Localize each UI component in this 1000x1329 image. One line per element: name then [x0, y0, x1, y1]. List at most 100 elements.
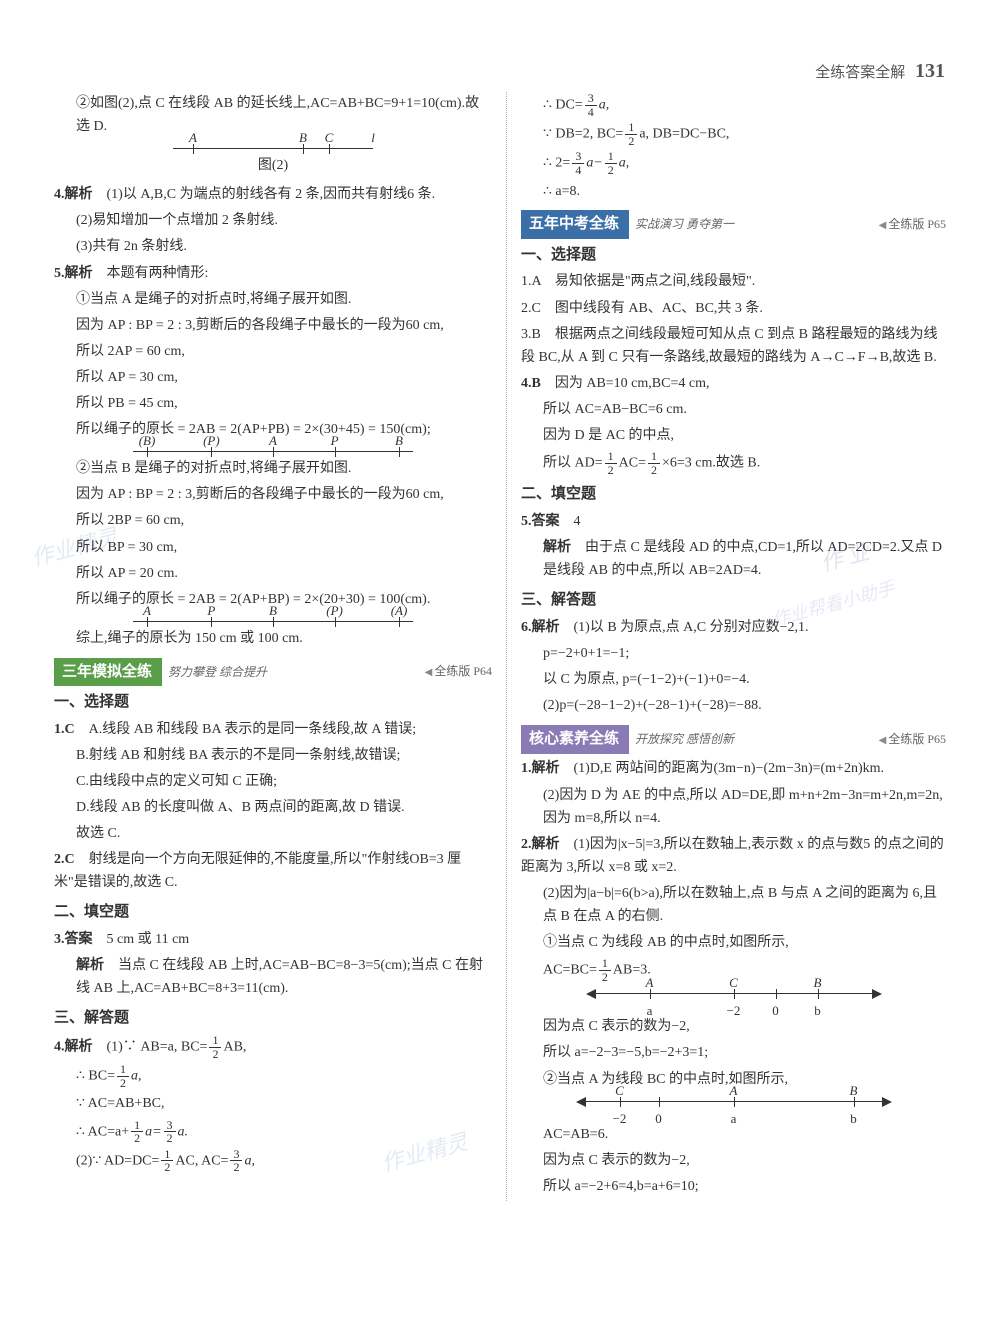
eq: ∴ a=8.	[521, 180, 946, 203]
eq: ∴ DC=34a,	[521, 92, 946, 118]
fig-label: 0	[772, 1000, 779, 1021]
text: 所以 AP = 20 cm.	[54, 562, 492, 585]
l2: 2.解析 (1)因为|x−5|=3,所以在数轴上,表示数 x 的点与数5 的点之…	[521, 833, 946, 879]
text: AC=BC=	[543, 962, 597, 977]
text: 因为 D 是 AC 的中点,	[521, 424, 946, 447]
subhead: 一、选择题	[54, 690, 492, 715]
q6b: 6.解析 (1)以 B 为原点,点 A,C 分别对应数−2,1.	[521, 616, 946, 639]
fig-label: l	[371, 127, 375, 148]
text: ∴ AC=a+	[76, 1124, 129, 1139]
text: (1)D,E 两站间的距离为(3m−n)−(2m−3n)=(m+2n)km.	[574, 761, 885, 776]
text: C.由线段中点的定义可知 C 正确;	[54, 770, 492, 793]
fig-label: a	[731, 1108, 737, 1129]
q5b-exp: 解析 由于点 C 是线段 AD 的中点,CD=1,所以 AD=2CD=2.又点 …	[521, 536, 946, 582]
label: 6.解析	[521, 620, 560, 635]
text: (1)以 A,B,C 为端点的射线各有 2 条,因而共有射线6 条.	[107, 187, 436, 202]
text: 本题有两种情形:	[107, 266, 209, 281]
text: 3.B 根据两点之间线段最短可知从点 C 到点 B 路程最短的路线为线段 BC,…	[521, 323, 946, 369]
text: a.	[178, 1124, 189, 1139]
banner-ref: 全练版 P65	[879, 215, 946, 235]
label: 5.解析	[54, 266, 93, 281]
q3: 3.答案 5 cm 或 11 cm	[54, 928, 492, 951]
banner-title: 三年模拟全练	[54, 658, 162, 687]
text: ×6=3 cm.故选 B.	[662, 455, 760, 470]
section-banner-blue: 五年中考全练实战演习 勇夺第一 全练版 P65	[521, 213, 946, 237]
text: (2)p=(−28−1−2)+(−28−1)+(−28)=−88.	[521, 694, 946, 717]
banner-sub: 开放探究 感悟创新	[635, 732, 734, 746]
fig-label: b	[814, 1000, 821, 1021]
page-header: 全练答案全解 131	[815, 60, 945, 83]
label: 4.B	[521, 376, 541, 391]
q4-solve: 4.解析 (1)∵ AB=a, BC=12AB,	[54, 1034, 492, 1060]
text: (1)以 B 为原点,点 A,C 分别对应数−2,1.	[574, 620, 809, 635]
text: ∴ BC=	[76, 1069, 115, 1084]
q4: 4.解析 (1)以 A,B,C 为端点的射线各有 2 条,因而共有射线6 条.	[54, 183, 492, 206]
content-columns: ②如图(2),点 C 在线段 AB 的延长线上,AC=AB+BC=9+1=10(…	[54, 92, 946, 1201]
right-column: ∴ DC=34a, ∵ DB=2, BC=12a, DB=DC−BC, ∴ 2=…	[506, 92, 946, 1201]
text: p=−2+0+1=−1;	[521, 642, 946, 665]
fig-label: −2	[613, 1108, 627, 1129]
text: (3)共有 2n 条射线.	[54, 235, 492, 258]
text: ∵ DB=2, BC=	[543, 127, 623, 142]
text: a, DB=DC−BC,	[639, 127, 729, 142]
text: a=	[145, 1124, 161, 1139]
text: 故选 C.	[54, 822, 492, 845]
text: AC, AC=	[175, 1153, 228, 1168]
figure-line: A C B a −2 0 b	[594, 993, 874, 995]
figure-caption: 图(2)	[54, 154, 492, 177]
header-title: 全练答案全解	[815, 65, 905, 81]
section-banner-green: 三年模拟全练努力攀登 综合提升 全练版 P64	[54, 660, 492, 684]
figure-line: A B C l	[173, 148, 373, 150]
banner-ref: 全练版 P64	[425, 662, 492, 682]
q4b: 4.B 因为 AB=10 cm,BC=4 cm,	[521, 372, 946, 395]
label: 解析	[543, 540, 571, 555]
text: 4	[574, 514, 581, 529]
fig-label: a	[647, 1000, 653, 1021]
left-column: ②如图(2),点 C 在线段 AB 的延长线上,AC=AB+BC=9+1=10(…	[54, 92, 492, 1201]
text: 以 C 为原点, p=(−1−2)+(−1)+0=−4.	[521, 668, 946, 691]
banner-sub: 实战演习 勇夺第一	[635, 217, 734, 231]
eq: ∴ BC=12a,	[54, 1063, 492, 1089]
fig-label: 0	[655, 1108, 662, 1129]
banner-ref: 全练版 P65	[879, 730, 946, 750]
subhead: 二、填空题	[54, 900, 492, 925]
eq: ∵ DB=2, BC=12a, DB=DC−BC,	[521, 121, 946, 147]
q5b: 5.答案 4	[521, 510, 946, 533]
subhead: 二、填空题	[521, 482, 946, 507]
text: (1)因为|x−5|=3,所以在数轴上,表示数 x 的点与数5 的点之间的距离为…	[521, 837, 944, 875]
text: D.线段 AB 的长度叫做 A、B 两点间的距离,故 D 错误.	[54, 796, 492, 819]
eq: ∴ 2=34a−12a,	[521, 150, 946, 176]
l1: 1.解析 (1)D,E 两站间的距离为(3m−n)−(2m−3n)=(m+2n)…	[521, 757, 946, 780]
text: 当点 C 在线段 AB 上时,AC=AB−BC=8−3=5(cm);当点 C 在…	[76, 958, 483, 996]
text: 因为点 C 表示的数为−2,	[521, 1149, 946, 1172]
text: 所以 AP = 30 cm,	[54, 366, 492, 389]
fig-label: −2	[727, 1000, 741, 1021]
text: 所以 2BP = 60 cm,	[54, 509, 492, 532]
label: 2.解析	[521, 837, 560, 852]
q3-exp: 解析 当点 C 在线段 AB 上时,AC=AB−BC=8−3=5(cm);当点 …	[54, 954, 492, 1000]
label: 3.答案	[54, 932, 93, 947]
text: ②如图(2),点 C 在线段 AB 的延长线上,AC=AB+BC=9+1=10(…	[54, 92, 492, 138]
text: 2.C 图中线段有 AB、AC、BC,共 3 条.	[521, 297, 946, 320]
label: 1.解析	[521, 761, 560, 776]
figure-line: C A B −2 0 a b	[584, 1101, 884, 1103]
text: 所以 PB = 45 cm,	[54, 392, 492, 415]
text: 所以 a=−2−3=−5,b=−2+3=1;	[521, 1041, 946, 1064]
text: 因为 AP : BP = 2 : 3,剪断后的各段绳子中最长的一段为60 cm,	[54, 483, 492, 506]
text: 因为 AB=10 cm,BC=4 cm,	[555, 376, 710, 391]
section-banner-lavender: 核心素养全练开放探究 感悟创新 全练版 P65	[521, 727, 946, 751]
text: 1.A 易知依据是"两点之间,线段最短".	[521, 270, 946, 293]
text: (1)∵ AB=a, BC=	[107, 1039, 208, 1054]
eq: ∴ AC=a+12a=32a.	[54, 1119, 492, 1145]
subhead: 一、选择题	[521, 243, 946, 268]
text: a,	[619, 156, 630, 171]
eq: 所以 AD=12AC=12×6=3 cm.故选 B.	[521, 450, 946, 476]
text: 所以 AC=AB−BC=6 cm.	[521, 398, 946, 421]
text: AC=	[619, 455, 646, 470]
text: (2)因为 D 为 AE 的中点,所以 AD=DE,即 m+n+2m−3n=m+…	[521, 784, 946, 830]
text: 综上,绳子的原长为 150 cm 或 100 cm.	[54, 627, 492, 650]
q5: 5.解析 本题有两种情形:	[54, 262, 492, 285]
text: ∴ 2=	[543, 156, 570, 171]
text: a,	[599, 97, 610, 112]
subhead: 三、解答题	[54, 1006, 492, 1031]
